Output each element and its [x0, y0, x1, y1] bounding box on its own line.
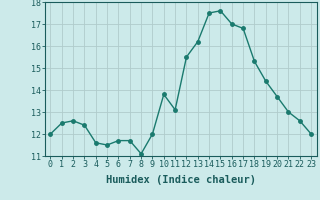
X-axis label: Humidex (Indice chaleur): Humidex (Indice chaleur): [106, 175, 256, 185]
